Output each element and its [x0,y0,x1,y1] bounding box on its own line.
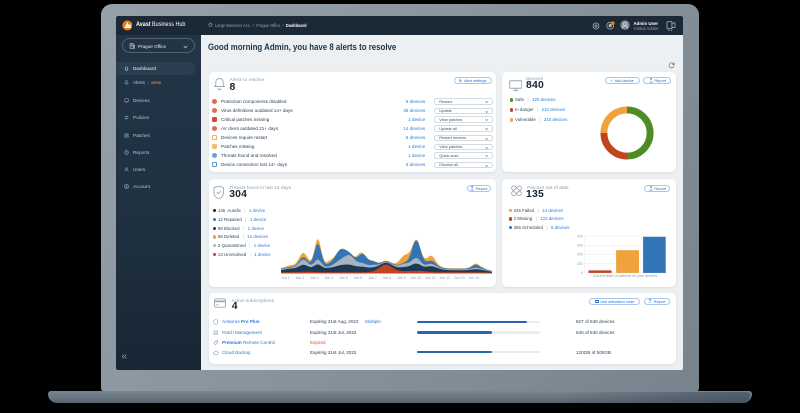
svg-text:0: 0 [581,271,583,275]
svg-text:400: 400 [577,234,583,238]
svg-text:100: 100 [577,262,583,266]
svg-text:300: 300 [577,244,583,248]
svg-text:200: 200 [577,253,583,257]
